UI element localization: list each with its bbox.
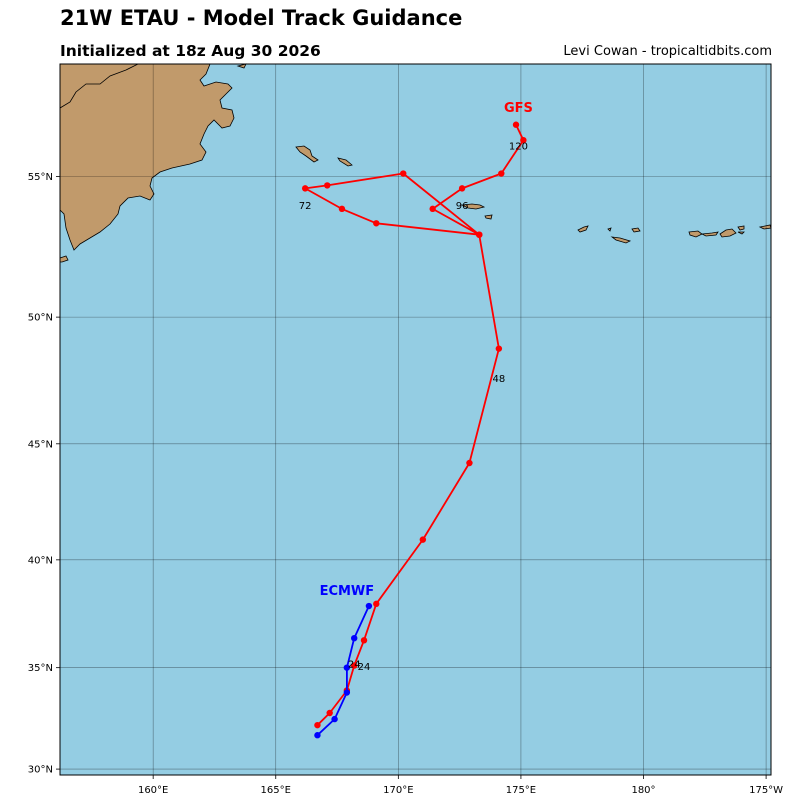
gfs-hour-label: 72 [299,201,312,212]
ecmwf-track-point[interactable] [331,715,338,723]
x-tick-label: 175°E [506,785,536,796]
aleutian-island-3 [610,236,632,244]
gfs-track-point[interactable] [338,205,346,213]
ecmwf-track-point[interactable] [343,689,351,696]
aleutian-island-5 [688,230,703,238]
gfs-track-point[interactable] [498,170,505,177]
grid-layer [60,64,771,775]
gfs-track-point[interactable] [495,345,503,352]
ecmwf-track-line [316,605,370,736]
gfs-hour-label: 48 [492,374,505,385]
islet-north [236,63,247,69]
tracks-layer: 24 48 72 96 120 GFS 24 ECMWF [299,101,533,739]
aleutian-island-2 [607,227,612,232]
shemya-island [484,214,493,220]
gfs-track-point[interactable] [373,220,380,227]
ecmwf-track-point[interactable] [351,634,358,642]
y-tick-label: 30°N [28,765,53,776]
y-tick-label: 35°N [28,663,53,674]
aleutian-island-1 [577,225,589,233]
gfs-track-point[interactable] [458,185,466,192]
y-tick-label: 50°N [28,313,53,324]
gfs-track-point[interactable] [301,185,309,192]
aleutian-island-4 [631,227,641,233]
gfs-track-point[interactable] [476,231,483,238]
gfs-hour-label: 96 [456,201,469,212]
gfs-track-point[interactable] [512,121,520,128]
y-tick-label: 45°N [28,439,53,450]
gfs-track-point[interactable] [419,536,427,543]
aleutian-island-8 [737,225,745,231]
ticks-layer: 160°E 165°E 170°E 175°E 180° 175°W 30°N 35°N 40°… [28,172,783,796]
aleutian-island-9 [737,231,745,235]
ocean [60,64,771,775]
aleutian-island-7 [719,228,737,238]
ecmwf-track-point[interactable] [365,602,373,610]
init-time-subtitle: Initialized at 18z Aug 30 2026 [60,42,321,60]
gfs-track-point[interactable] [466,459,473,467]
model-track-ecmwf: 24 ECMWF [314,584,375,739]
x-tick-label: 175°W [749,785,783,796]
x-tick-label: 170°E [383,785,413,796]
gfs-track-point[interactable] [520,136,527,144]
ecmwf-model-label: ECMWF [320,584,375,599]
ecmwf-hour-label: 24 [348,660,361,671]
bering-island [295,145,319,163]
gfs-track-point[interactable] [326,709,333,717]
model-track-gfs: 24 48 72 96 120 GFS [299,101,533,729]
ecmwf-track-point[interactable] [343,664,351,671]
x-tick-label: 180° [631,785,655,796]
x-tick-label: 160°E [138,785,168,796]
gfs-track-point[interactable] [360,637,368,644]
ecmwf-track-point[interactable] [314,732,321,739]
gfs-track-point[interactable] [400,170,407,177]
gfs-track-point[interactable] [373,600,380,608]
map-frame [59,63,772,776]
y-tick-label: 40°N [28,555,53,566]
credit-text: Levi Cowan - tropicaltidbits.com [563,44,772,59]
gfs-track-point[interactable] [351,662,358,669]
y-tick-label: 55°N [28,172,53,183]
landmass-kamchatka [59,63,235,251]
aleutian-island-6 [700,231,719,237]
gfs-hour-label: 24 [358,662,371,673]
gfs-hour-label: 120 [509,141,528,152]
x-tick-label: 165°E [261,785,291,796]
gfs-track-point[interactable] [324,182,331,189]
gfs-track-point[interactable] [314,721,321,729]
gfs-model-label: GFS [504,101,533,116]
attu-island [460,203,486,210]
page-title: 21W ETAU - Model Track Guidance [60,6,463,30]
medny-island [337,157,353,167]
gfs-track-point[interactable] [429,205,436,213]
